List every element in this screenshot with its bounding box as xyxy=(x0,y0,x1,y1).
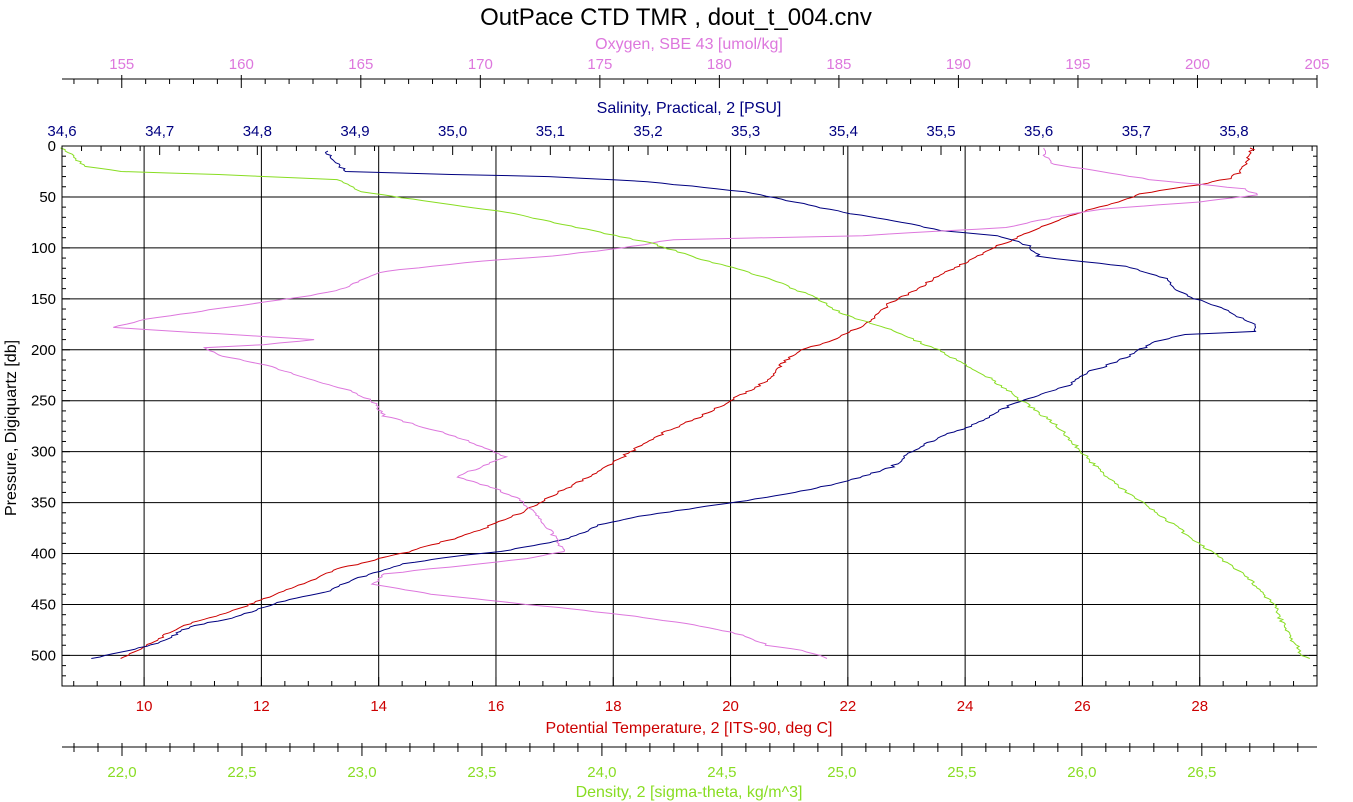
oxygen-tick-label: 195 xyxy=(1065,56,1090,73)
salinity-tick-label: 35,8 xyxy=(1219,123,1248,140)
salinity-tick-label: 35,5 xyxy=(926,123,955,140)
salinity-tick-label: 35,3 xyxy=(731,123,760,140)
temperature-tick-label: 28 xyxy=(1191,698,1208,715)
salinity-tick-label: 34,6 xyxy=(47,123,76,140)
oxygen-tick-label: 200 xyxy=(1185,56,1210,73)
y-tick-label: 400 xyxy=(31,546,56,563)
y-tick-label: 500 xyxy=(31,647,56,664)
series-layer xyxy=(60,147,1310,659)
oxygen-profile-line xyxy=(113,147,1259,659)
axes: 0 50 100 150 200 250 300 350 400 450 500 Pressure, … xyxy=(3,36,1330,801)
salinity-tick-label: 35,2 xyxy=(633,123,662,140)
temperature-tick-label: 18 xyxy=(605,698,622,715)
y-tick-label: 50 xyxy=(39,189,56,206)
temperature-tick-label: 26 xyxy=(1074,698,1091,715)
oxygen-tick-label: 185 xyxy=(826,56,851,73)
oxygen-tick-label: 205 xyxy=(1304,56,1329,73)
y-tick-label: 150 xyxy=(31,291,56,308)
y-axis-title: Pressure, Digiquartz [db] xyxy=(3,340,20,516)
salinity-tick-label: 35,4 xyxy=(829,123,858,140)
salinity-tick-label: 34,7 xyxy=(145,123,174,140)
temperature-tick-label: 24 xyxy=(957,698,974,715)
y-tick-label: 350 xyxy=(31,495,56,512)
oxygen-tick-label: 170 xyxy=(468,56,493,73)
density-tick-label: 22,5 xyxy=(227,764,256,781)
density-tick-label: 24,0 xyxy=(587,764,616,781)
salinity-tick-label: 35,1 xyxy=(536,123,565,140)
density-tick-label: 26,5 xyxy=(1187,764,1216,781)
salinity-tick-label: 35,7 xyxy=(1122,123,1151,140)
y-tick-label: 450 xyxy=(31,596,56,613)
density-tick-label: 23,0 xyxy=(347,764,376,781)
y-tick-label: 250 xyxy=(31,393,56,410)
temperature-profile-line xyxy=(120,147,1256,659)
oxygen-axis: 155 160 165 170 175 180 185 190 195 200 205 Oxygen,… xyxy=(62,36,1330,88)
y-tick-label: 100 xyxy=(31,240,56,257)
oxygen-tick-label: 160 xyxy=(229,56,254,73)
salinity-tick-label: 35,0 xyxy=(438,123,467,140)
chart-title: OutPace CTD TMR , dout_t_004.cnv xyxy=(480,4,872,31)
density-tick-label: 26,0 xyxy=(1067,764,1096,781)
temperature-tick-label: 10 xyxy=(136,698,153,715)
y-tick-label: 200 xyxy=(31,342,56,359)
salinity-axis-title: Salinity, Practical, 2 [PSU] xyxy=(597,100,782,117)
salinity-axis: 34,6 34,7 34,8 34,9 35,0 35,1 35,2 35,3 35,4 35,5… xyxy=(47,100,1313,155)
temperature-tick-label: 12 xyxy=(253,698,270,715)
oxygen-axis-title: Oxygen, SBE 43 [umol/kg] xyxy=(595,36,783,53)
density-axis: 22,0 22,5 23,0 23,5 24,0 24,5 25,0 25,5 26,0 26,5… xyxy=(62,743,1317,801)
density-tick-label: 25,0 xyxy=(827,764,856,781)
y-tick-label: 0 xyxy=(48,138,56,155)
density-profile-line xyxy=(60,147,1310,659)
salinity-tick-label: 35,6 xyxy=(1024,123,1053,140)
oxygen-tick-label: 190 xyxy=(946,56,971,73)
oxygen-tick-label: 180 xyxy=(707,56,732,73)
temperature-tick-label: 14 xyxy=(370,698,387,715)
plot-frame xyxy=(61,145,1318,687)
temperature-tick-label: 16 xyxy=(488,698,505,715)
temperature-axis-title: Potential Temperature, 2 [ITS-90, deg C] xyxy=(546,720,833,737)
oxygen-tick-label: 155 xyxy=(109,56,134,73)
y-tick-label: 300 xyxy=(31,444,56,461)
temperature-axis: 10 12 14 16 18 20 22 24 26 28 Potential Temperatur… xyxy=(73,677,1318,737)
density-tick-label: 24,5 xyxy=(707,764,736,781)
density-tick-label: 23,5 xyxy=(467,764,496,781)
temperature-tick-label: 20 xyxy=(722,698,739,715)
salinity-profile-line xyxy=(91,150,1257,659)
oxygen-tick-label: 165 xyxy=(348,56,373,73)
oxygen-tick-label: 175 xyxy=(587,56,612,73)
density-axis-title: Density, 2 [sigma-theta, kg/m^3] xyxy=(576,784,803,801)
grid xyxy=(62,145,1317,686)
density-tick-label: 22,0 xyxy=(107,764,136,781)
salinity-tick-label: 34,8 xyxy=(243,123,272,140)
temperature-tick-label: 22 xyxy=(839,698,856,715)
salinity-tick-label: 34,9 xyxy=(340,123,369,140)
density-tick-label: 25,5 xyxy=(947,764,976,781)
